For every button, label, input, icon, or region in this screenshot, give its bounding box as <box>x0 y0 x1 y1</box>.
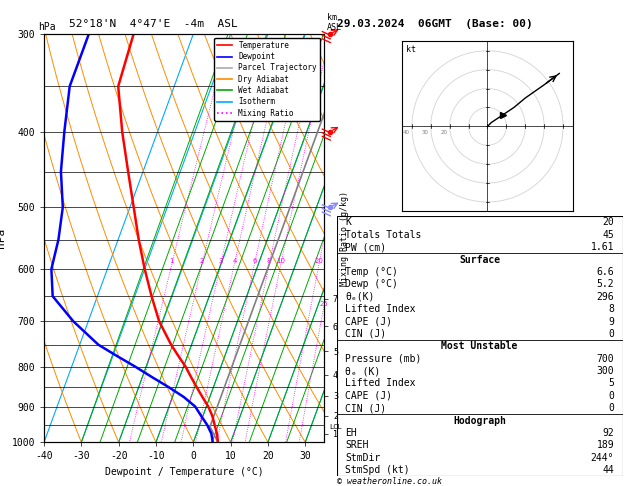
Text: Totals Totals: Totals Totals <box>345 230 421 240</box>
Text: 25: 25 <box>320 301 328 307</box>
Text: 20: 20 <box>314 258 323 264</box>
Text: 5: 5 <box>608 379 614 388</box>
Text: EH: EH <box>345 428 357 438</box>
Text: CAPE (J): CAPE (J) <box>345 316 392 327</box>
Text: Surface: Surface <box>459 255 500 264</box>
Text: 6.6: 6.6 <box>596 267 614 277</box>
Text: LCL: LCL <box>330 424 342 430</box>
Text: 52°18'N  4°47'E  -4m  ASL: 52°18'N 4°47'E -4m ASL <box>69 19 238 29</box>
Text: 8: 8 <box>608 304 614 314</box>
Text: 5.2: 5.2 <box>596 279 614 289</box>
Text: kt: kt <box>406 45 416 54</box>
Text: StmSpd (kt): StmSpd (kt) <box>345 465 409 475</box>
Text: 20: 20 <box>441 130 448 135</box>
Text: 3: 3 <box>218 258 223 264</box>
Text: 20: 20 <box>603 217 614 227</box>
Text: hPa: hPa <box>38 21 55 32</box>
Text: Dewp (°C): Dewp (°C) <box>345 279 398 289</box>
Text: 6: 6 <box>252 258 257 264</box>
Text: CAPE (J): CAPE (J) <box>345 391 392 401</box>
Text: θₑ(K): θₑ(K) <box>345 292 374 302</box>
Text: 296: 296 <box>596 292 614 302</box>
Text: 700: 700 <box>596 354 614 364</box>
Text: CIN (J): CIN (J) <box>345 403 386 413</box>
Text: Hodograph: Hodograph <box>453 416 506 426</box>
Text: Most Unstable: Most Unstable <box>442 341 518 351</box>
Text: 0: 0 <box>608 329 614 339</box>
Text: Lifted Index: Lifted Index <box>345 304 416 314</box>
Text: 1: 1 <box>170 258 174 264</box>
Text: 189: 189 <box>596 440 614 451</box>
Text: 30: 30 <box>422 130 429 135</box>
Text: 9: 9 <box>608 316 614 327</box>
Text: 244°: 244° <box>591 452 614 463</box>
Text: K: K <box>345 217 351 227</box>
Text: PW (cm): PW (cm) <box>345 242 386 252</box>
Text: 10: 10 <box>277 258 286 264</box>
Text: km
ASL: km ASL <box>327 13 342 32</box>
Text: CIN (J): CIN (J) <box>345 329 386 339</box>
Y-axis label: hPa: hPa <box>0 228 6 248</box>
Text: Temp (°C): Temp (°C) <box>345 267 398 277</box>
Text: 0: 0 <box>608 403 614 413</box>
X-axis label: Dewpoint / Temperature (°C): Dewpoint / Temperature (°C) <box>104 467 264 477</box>
Text: Pressure (mb): Pressure (mb) <box>345 354 421 364</box>
Text: 2: 2 <box>200 258 204 264</box>
Text: 8: 8 <box>267 258 272 264</box>
Text: 300: 300 <box>596 366 614 376</box>
Text: SREH: SREH <box>345 440 369 451</box>
Text: 1.61: 1.61 <box>591 242 614 252</box>
Text: θₑ (K): θₑ (K) <box>345 366 381 376</box>
Text: Lifted Index: Lifted Index <box>345 379 416 388</box>
Text: 45: 45 <box>603 230 614 240</box>
Text: Mixing Ratio (g/kg): Mixing Ratio (g/kg) <box>340 191 348 286</box>
Text: 29.03.2024  06GMT  (Base: 00): 29.03.2024 06GMT (Base: 00) <box>337 19 532 29</box>
Text: 44: 44 <box>603 465 614 475</box>
Text: StmDir: StmDir <box>345 452 381 463</box>
Text: 0: 0 <box>608 391 614 401</box>
Legend: Temperature, Dewpoint, Parcel Trajectory, Dry Adiabat, Wet Adiabat, Isotherm, Mi: Temperature, Dewpoint, Parcel Trajectory… <box>214 38 320 121</box>
Text: 4: 4 <box>232 258 237 264</box>
Text: 92: 92 <box>603 428 614 438</box>
Text: 40: 40 <box>403 130 410 135</box>
Text: © weatheronline.co.uk: © weatheronline.co.uk <box>337 477 442 486</box>
